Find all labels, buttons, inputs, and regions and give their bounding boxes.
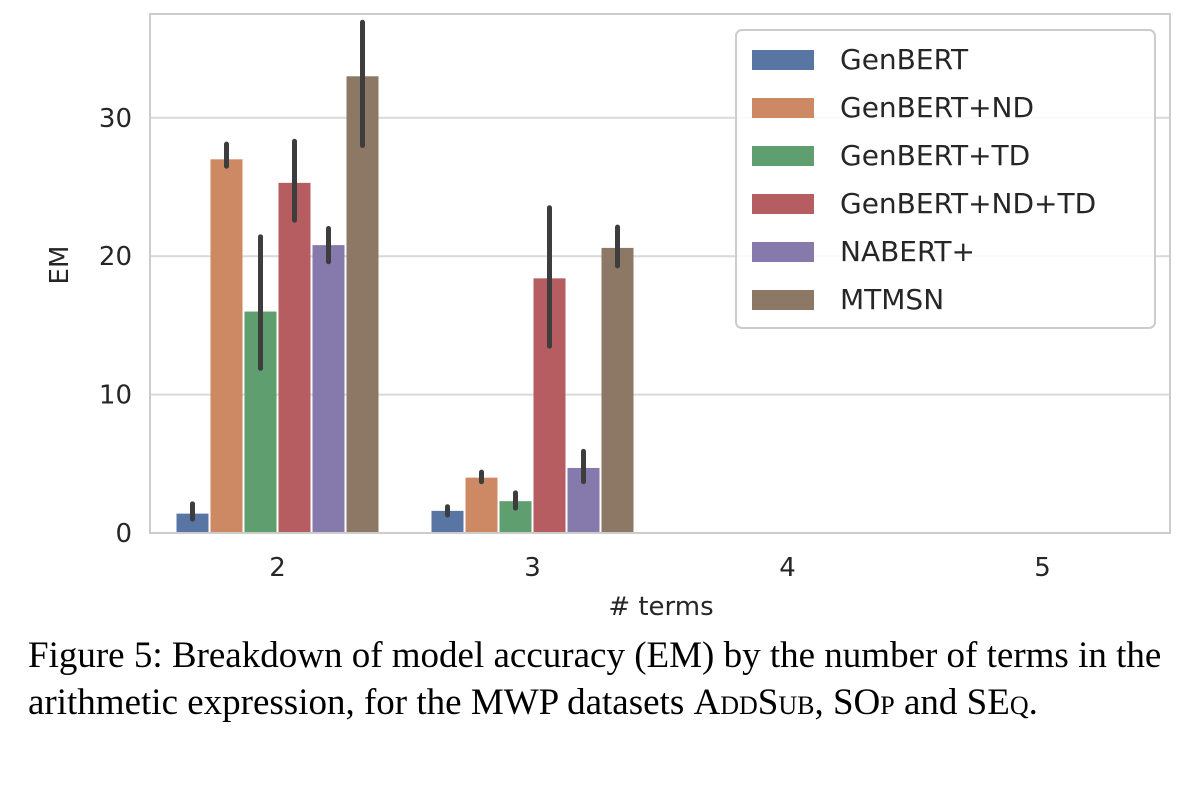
x-ticks: 2 3 4 5: [269, 553, 1051, 583]
legend-label: NABERT+: [840, 235, 975, 268]
legend: GenBERT GenBERT+ND GenBERT+TD GenBERT+ND+TD…: [735, 29, 1156, 329]
y-tick-label: 20: [99, 242, 132, 272]
legend-label: MTMSN: [840, 283, 944, 316]
y-ticks: 0 10 20 30: [99, 104, 132, 549]
y-tick-label: 30: [99, 104, 132, 134]
legend-swatch: [752, 290, 814, 310]
dataset-addsub: AddSub: [693, 682, 815, 723]
error-bars: [190, 19, 620, 522]
bar: [431, 510, 464, 533]
x-tick-label: 4: [779, 553, 796, 583]
y-tick-label: 0: [115, 519, 132, 549]
x-tick-label: 2: [269, 553, 286, 583]
legend-box: [735, 29, 1156, 329]
bar: [278, 182, 311, 533]
bar: [601, 247, 634, 533]
x-tick-label: 5: [1034, 553, 1051, 583]
caption-separator: and: [894, 682, 967, 723]
legend-swatch: [752, 98, 814, 118]
legend-label: GenBERT+ND+TD: [840, 187, 1096, 220]
plot-frame: [149, 13, 1171, 534]
bar: [465, 477, 498, 533]
legend-swatch: [752, 194, 814, 214]
caption-text: : Breakdown of model accuracy (EM) by th…: [28, 635, 1162, 723]
caption-label: Figure 5: [28, 635, 153, 676]
bar: [312, 245, 345, 534]
figure-caption: Figure 5: Breakdown of model accuracy (E…: [28, 632, 1178, 726]
x-axis-label: # terms: [608, 592, 713, 622]
y-axis-label: EM: [45, 246, 75, 285]
legend-label: GenBERT: [840, 43, 969, 76]
legend-swatch: [752, 146, 814, 166]
bar-chart: 0 10 20 30 2 3 4 5 EM # terms GenBERT GenBERT+N…: [45, 13, 1171, 622]
x-tick-label: 3: [524, 553, 541, 583]
legend-swatch: [752, 50, 814, 70]
dataset-sop: SOp: [832, 682, 895, 723]
bar: [176, 513, 209, 533]
legend-label: GenBERT+ND: [840, 91, 1034, 124]
bars: [176, 76, 634, 534]
dataset-seq: SEq: [966, 682, 1029, 723]
bar: [210, 159, 243, 533]
y-tick-label: 10: [99, 381, 132, 411]
caption-separator: ,: [814, 682, 833, 723]
bar: [346, 76, 379, 533]
legend-label: GenBERT+TD: [840, 139, 1030, 172]
legend-swatch: [752, 242, 814, 262]
caption-end: .: [1028, 682, 1038, 723]
